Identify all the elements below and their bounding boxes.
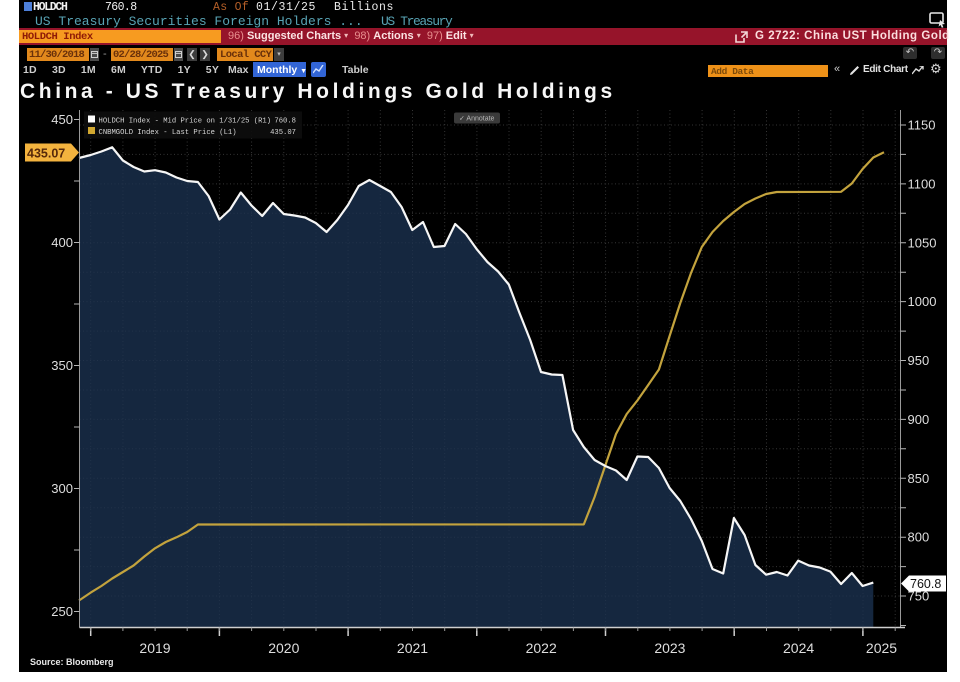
svg-text:CNBMGOLD Index - Last Price (L: CNBMGOLD Index - Last Price (L1)	[99, 129, 237, 137]
svg-text:850: 850	[908, 471, 930, 486]
svg-text:435.07: 435.07	[270, 129, 296, 137]
svg-text:800: 800	[908, 530, 930, 545]
svg-text:300: 300	[51, 481, 73, 496]
svg-text:2021: 2021	[397, 640, 428, 656]
svg-text:2020: 2020	[268, 640, 299, 656]
svg-text:2023: 2023	[654, 640, 685, 656]
svg-text:2024: 2024	[783, 640, 814, 656]
svg-text:900: 900	[908, 412, 930, 427]
svg-text:750: 750	[908, 589, 930, 604]
svg-text:1100: 1100	[908, 176, 936, 191]
svg-text:1050: 1050	[908, 235, 937, 250]
svg-text:2025: 2025	[866, 640, 897, 656]
svg-text:2022: 2022	[526, 640, 557, 656]
svg-text:760.8: 760.8	[910, 577, 941, 591]
svg-text:450: 450	[51, 112, 73, 127]
svg-text:435.07: 435.07	[27, 147, 65, 161]
svg-text:950: 950	[908, 353, 930, 368]
svg-text:✓ Annotate: ✓ Annotate	[459, 116, 495, 123]
svg-text:760.8: 760.8	[274, 118, 296, 126]
svg-text:250: 250	[51, 604, 73, 619]
svg-text:Source: Bloomberg: Source: Bloomberg	[30, 657, 114, 667]
svg-text:1150: 1150	[908, 118, 936, 133]
svg-text:350: 350	[51, 358, 73, 373]
svg-text:1000: 1000	[908, 294, 937, 309]
svg-text:2019: 2019	[139, 640, 170, 656]
svg-text:HOLDCH Index - Mid Price on 1/: HOLDCH Index - Mid Price on 1/31/25 (R1)	[99, 118, 272, 126]
svg-text:400: 400	[51, 235, 73, 250]
